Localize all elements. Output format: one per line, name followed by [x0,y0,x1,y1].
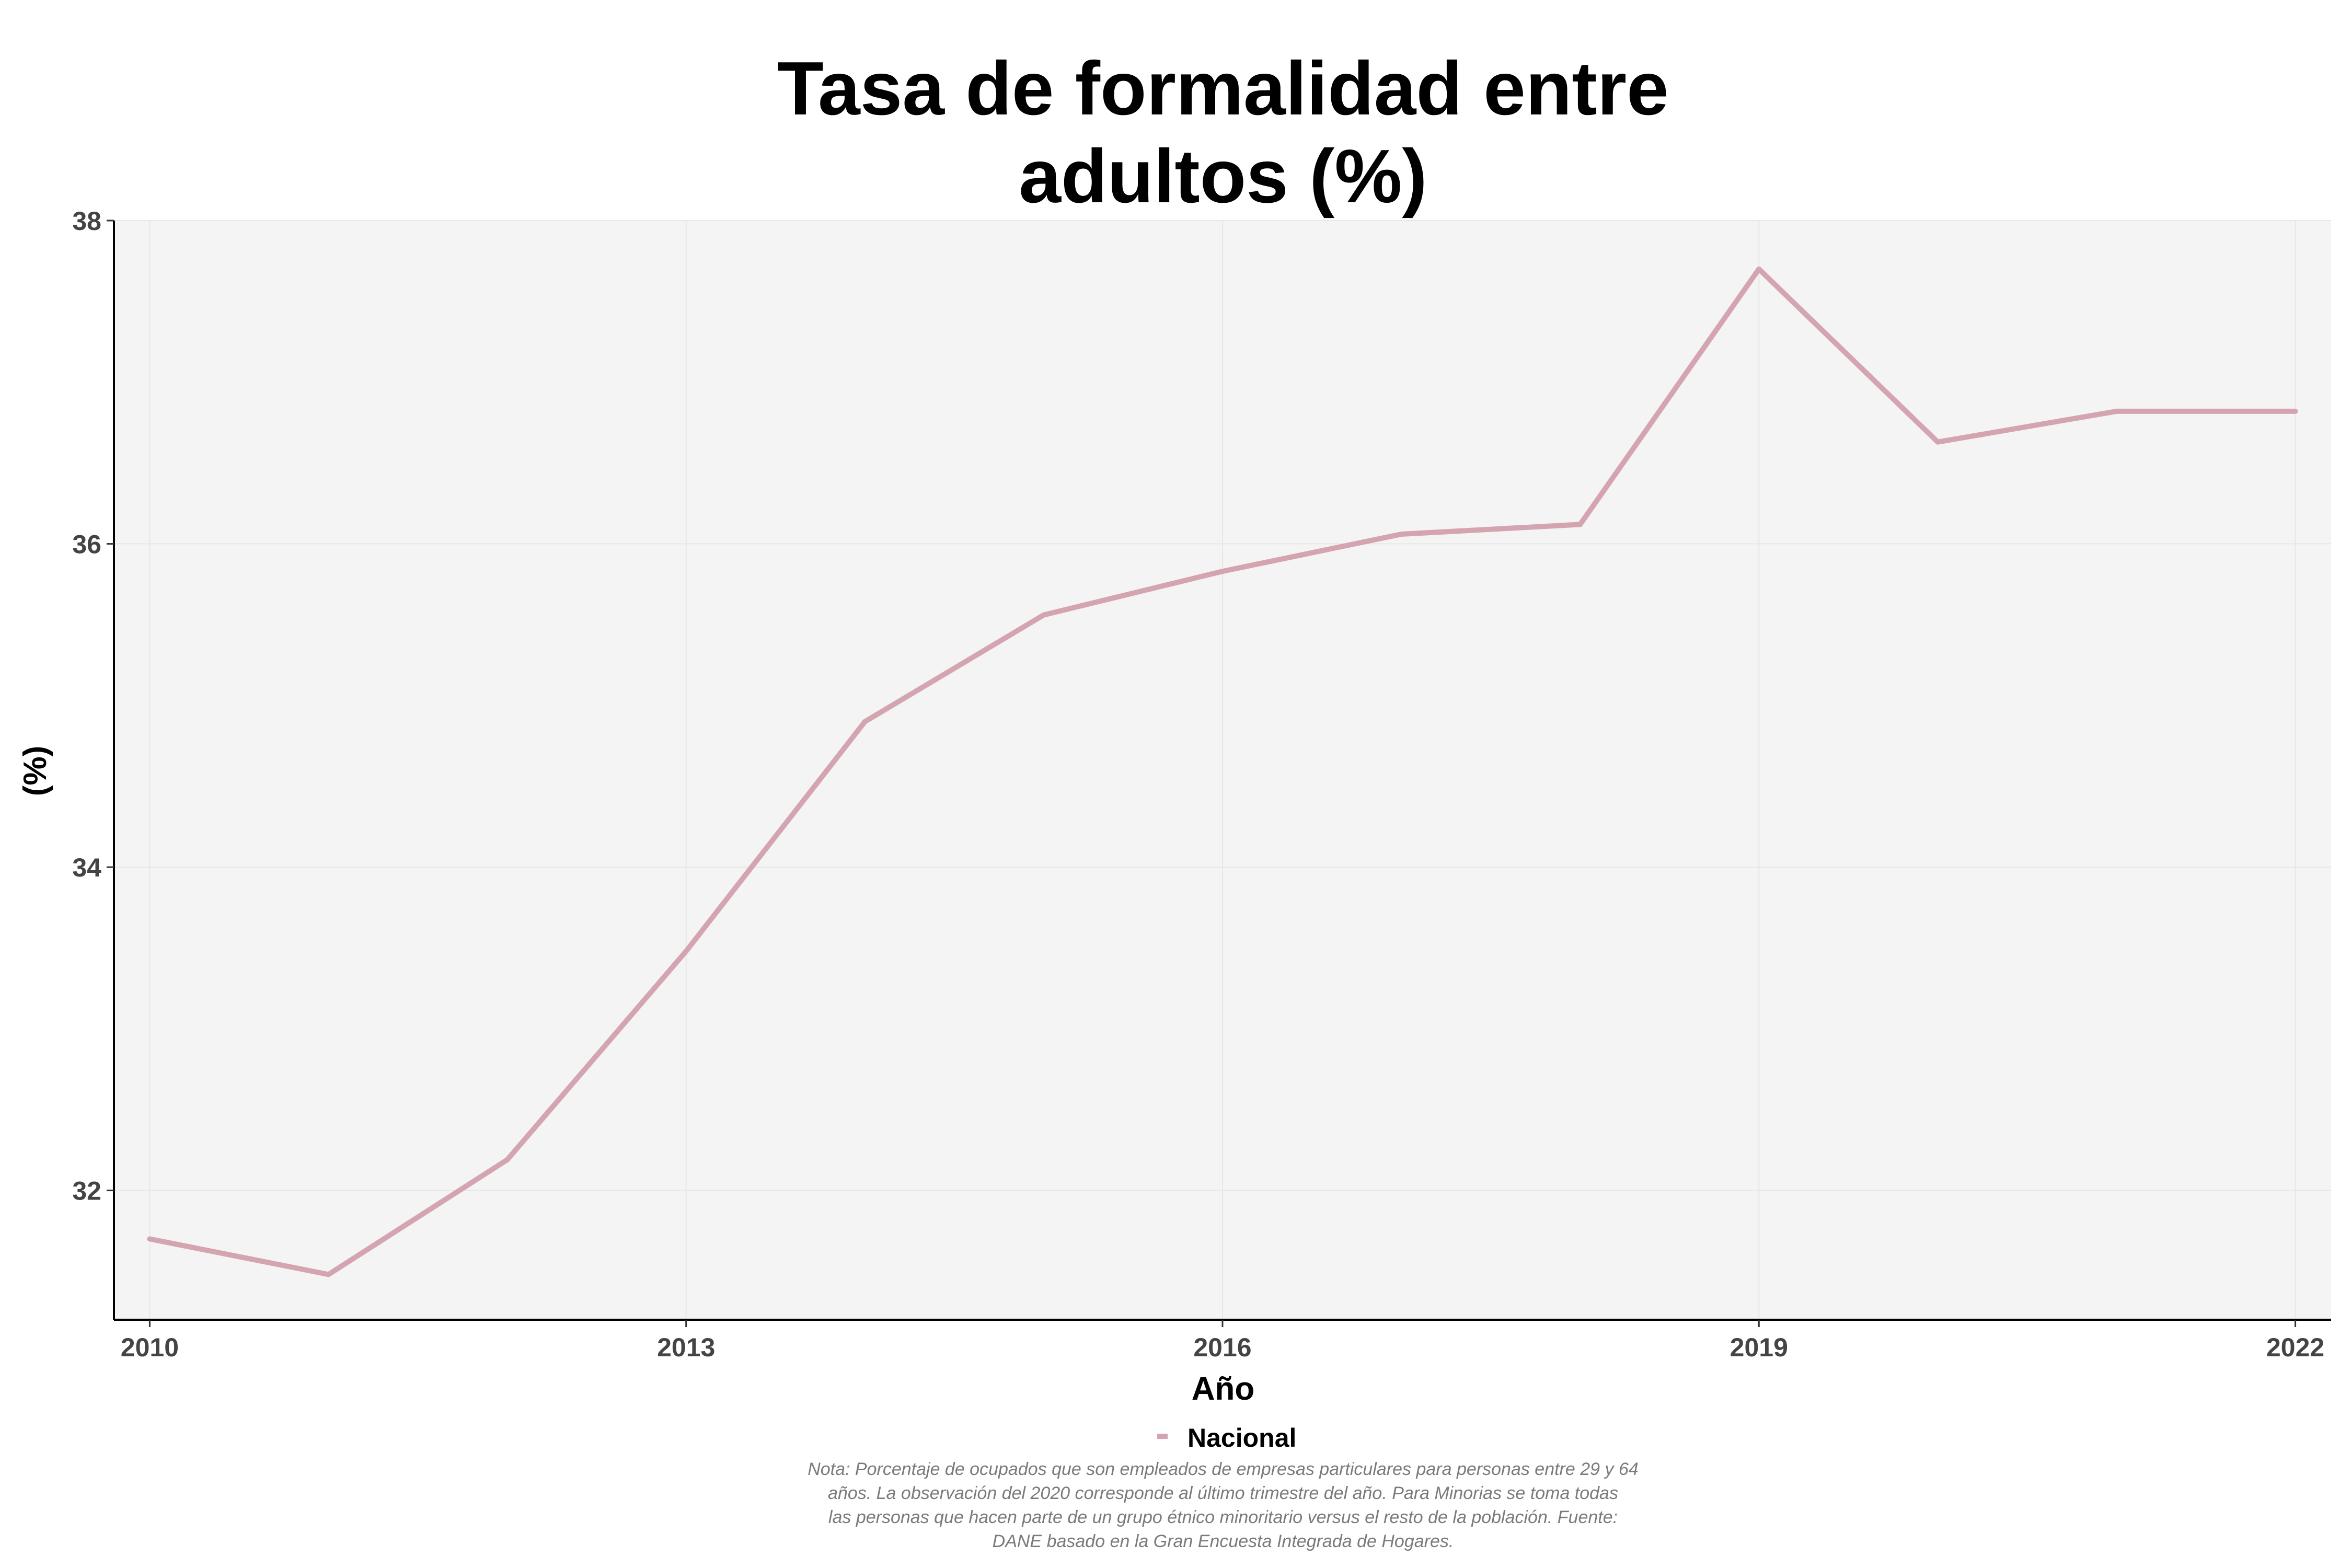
chart-title: Tasa de formalidad entre adultos (%) [120,44,2326,220]
x-axis-label: Año [1192,1371,1255,1407]
x-tick-label-2013: 2013 [657,1333,715,1362]
footnote-line-3: las personas que hacen parte de un grupo… [828,1507,1618,1527]
footnote-line-4: DANE basado en la Gran Encuesta Integrad… [992,1531,1454,1551]
x-tick-label-2010: 2010 [121,1333,179,1362]
footnote-line-2: años. La observación del 2020 correspond… [828,1483,1618,1503]
x-tick-label-2019: 2019 [1730,1333,1788,1362]
chart-title-line-1: Tasa de formalidad entre [777,46,1669,131]
y-tick-label-36: 36 [72,530,101,559]
x-tick-label-2016: 2016 [1193,1333,1251,1362]
footnote-line-1: Nota: Porcentaje de ocupados que son emp… [808,1459,1639,1479]
legend: Nacional [1157,1423,1296,1452]
y-tick-label-38: 38 [72,206,101,236]
y-axis-label: (%) [17,746,53,796]
y-tick-label-32: 32 [72,1177,101,1206]
grid-lines [114,220,2331,1320]
x-tick-label-2022: 2022 [2266,1333,2324,1362]
y-axis-ticks: 32 34 36 38 [72,206,114,1206]
footnote: Nota: Porcentaje de ocupados que son emp… [523,1457,1923,1553]
x-axis-ticks: 2010 2013 2016 2019 2022 [121,1320,2324,1362]
series-line-nacional [147,266,2298,1277]
chart-title-line-2: adultos (%) [1019,134,1427,218]
series-lines [147,266,2298,1277]
y-tick-label-34: 34 [72,853,101,882]
legend-label-nacional: Nacional [1187,1423,1296,1452]
